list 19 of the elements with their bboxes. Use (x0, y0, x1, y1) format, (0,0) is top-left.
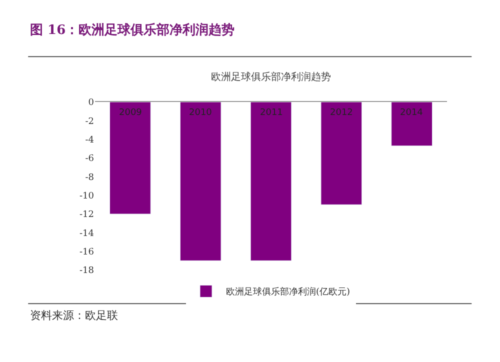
chart-title: 图 16：欧洲足球俱乐部净利润趋势 (30, 22, 235, 38)
y-tick-label: -6 (85, 154, 94, 164)
y-tick-label: -16 (80, 247, 94, 258)
y-tick-label: -18 (80, 266, 94, 276)
y-tick-label: -4 (85, 135, 94, 146)
x-tick-label: 2011 (260, 108, 283, 118)
y-tick-label: -12 (80, 210, 94, 220)
x-tick-label: 2009 (119, 108, 142, 118)
y-tick-label: -10 (80, 191, 94, 202)
y-tick-label: 0 (88, 98, 94, 108)
chart-subtitle: 欧洲足球俱乐部净利润趋势 (211, 71, 331, 83)
x-tick-label: 2012 (330, 108, 353, 118)
y-tick-label: -8 (85, 172, 94, 183)
legend-label: 欧洲足球俱乐部净利润(亿欧元) (226, 286, 350, 298)
x-tick-label: 2010 (189, 108, 212, 118)
text: 资料来源：欧足联 (30, 309, 118, 322)
x-tick-label: 2014 (400, 108, 424, 118)
y-tick-label: -2 (85, 116, 94, 127)
y-tick-label: -14 (80, 228, 94, 239)
